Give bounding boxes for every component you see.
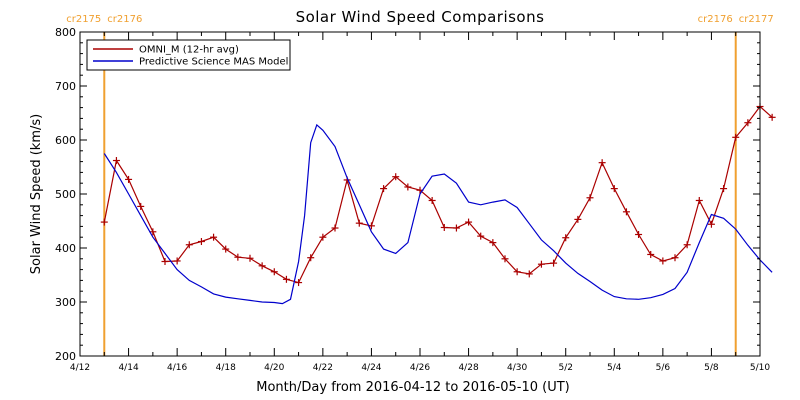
data-point	[720, 185, 728, 193]
series-layer	[100, 103, 776, 305]
y-tick-label: 800	[55, 26, 76, 39]
x-tick-label: 5/2	[558, 363, 572, 373]
data-point	[622, 208, 630, 216]
data-point	[659, 257, 667, 265]
data-point	[452, 224, 460, 232]
data-point	[222, 245, 230, 253]
series-line	[103, 105, 773, 284]
data-point	[137, 202, 145, 210]
data-point	[173, 257, 181, 265]
x-tick-label: 4/18	[216, 363, 236, 373]
legend-box	[86, 39, 291, 71]
x-tick-label: 5/4	[607, 363, 622, 373]
data-point	[331, 224, 339, 232]
x-tick-label: 4/28	[458, 363, 478, 373]
x-tick-label: 4/26	[410, 363, 430, 373]
legend: OMNI_M (12-hr avg)Predictive Science MAS…	[86, 39, 291, 71]
y-tick-label: 400	[55, 242, 76, 255]
x-tick-label: 4/30	[507, 363, 527, 373]
x-tick-label: 5/6	[656, 363, 671, 373]
data-point	[270, 268, 278, 276]
y-tick-label: 600	[55, 134, 76, 147]
tick-layer: 200 300 400 500 600 700 800 4/12 4/14 4/16 4/18 4/2…	[55, 26, 770, 373]
x-tick-label: 5/10	[750, 363, 770, 373]
x-tick-label: 4/16	[167, 363, 187, 373]
data-point	[392, 173, 400, 181]
data-point	[525, 270, 533, 278]
data-point	[562, 234, 570, 242]
data-point	[100, 218, 108, 226]
y-tick-label: 500	[55, 188, 76, 201]
y-tick-label: 200	[55, 350, 76, 363]
series-line	[103, 123, 773, 305]
data-point	[537, 260, 545, 268]
data-point	[404, 183, 412, 191]
y-tick-label: 300	[55, 296, 76, 309]
data-point	[234, 253, 242, 261]
data-point	[258, 262, 266, 270]
x-axis-label: Month/Day from 2016-04-12 to 2016-05-10 …	[256, 380, 569, 395]
data-point	[465, 218, 473, 226]
data-point	[197, 238, 205, 246]
rotation-label-before: cr2176	[698, 14, 733, 25]
y-axis-label: Solar Wind Speed (km/s)	[29, 114, 44, 274]
y-tick-label: 700	[55, 80, 76, 93]
data-point	[125, 175, 133, 183]
data-point	[574, 215, 582, 223]
x-tick-label: 4/12	[70, 363, 90, 373]
data-point	[671, 254, 679, 262]
data-point	[477, 232, 485, 240]
data-point	[647, 250, 655, 258]
x-tick-label: 4/22	[313, 363, 333, 373]
series-mas-model	[103, 123, 773, 305]
data-point	[744, 119, 752, 127]
data-point	[610, 185, 618, 193]
data-point	[635, 231, 643, 238]
chart-title: Solar Wind Speed Comparisons	[296, 8, 545, 26]
x-tick-label: 4/24	[361, 363, 381, 373]
data-point	[380, 185, 388, 193]
data-point	[185, 241, 193, 249]
data-point	[428, 196, 436, 204]
legend-label: OMNI_M (12-hr avg)	[139, 45, 239, 56]
data-point	[161, 258, 169, 265]
data-point	[598, 159, 606, 167]
data-point	[513, 268, 521, 276]
data-point	[550, 259, 558, 267]
data-point	[707, 220, 715, 228]
data-point	[355, 219, 363, 227]
data-point	[307, 254, 315, 262]
rotation-label-after: cr2176	[107, 14, 142, 25]
data-point	[210, 233, 218, 241]
data-point	[683, 241, 691, 249]
data-point	[282, 275, 290, 283]
data-point	[246, 254, 254, 262]
data-point	[440, 223, 448, 231]
rotation-marker-layer: cr2175 cr2176 cr2176 cr2177	[66, 14, 774, 356]
data-point	[732, 133, 740, 141]
data-point	[695, 196, 703, 204]
rotation-label-after: cr2177	[739, 14, 774, 25]
legend-label: Predictive Science MAS Model	[139, 57, 288, 68]
x-tick-label: 5/8	[704, 363, 719, 373]
data-point	[295, 279, 303, 287]
data-point	[489, 239, 497, 247]
x-tick-label: 4/20	[264, 363, 284, 373]
data-point	[586, 194, 594, 202]
data-point	[768, 113, 776, 121]
data-point	[501, 255, 509, 263]
x-tick-label: 4/14	[118, 363, 138, 373]
data-point	[112, 157, 120, 165]
data-point	[319, 233, 327, 241]
rotation-label-before: cr2175	[66, 14, 101, 25]
